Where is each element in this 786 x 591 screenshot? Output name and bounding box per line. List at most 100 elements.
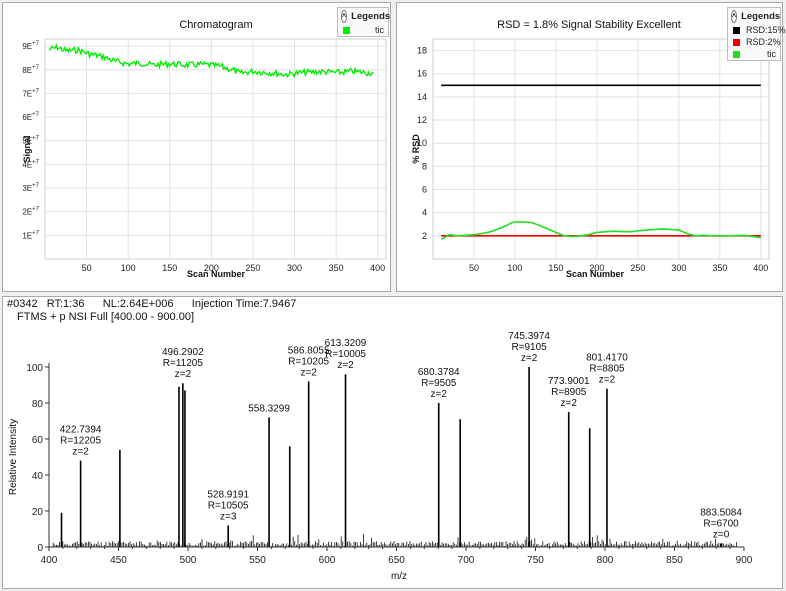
rsd-grid xyxy=(433,39,769,259)
y-tick-label: 2E+7 xyxy=(22,207,39,217)
x-tick-label: 350 xyxy=(329,263,344,273)
x-tick-label: 200 xyxy=(204,263,219,273)
spectrum-ylabel: Relative Intensity xyxy=(8,419,19,495)
legend-label-rsd15: RSD:15% xyxy=(746,25,786,35)
y-tick-label: 8E+7 xyxy=(22,65,39,75)
peak-label: R=9105 xyxy=(511,342,547,353)
y-tick-label: 100 xyxy=(26,363,43,374)
baseline-noise xyxy=(52,533,737,547)
y-tick-label: 4E+7 xyxy=(22,159,39,169)
peak-label: 773.9001 xyxy=(548,376,590,387)
spectrum-header-scan-info: #0342 RT:1:36 NL:2.64E+006 Injection Tim… xyxy=(7,298,297,310)
peak-label: z=2 xyxy=(337,360,354,371)
legend-header[interactable]: ˄ Legends xyxy=(338,8,391,24)
rsd-series xyxy=(440,84,761,240)
y-tick-label: 18 xyxy=(417,46,427,56)
series-line-tic xyxy=(440,221,761,240)
x-tick-label: 450 xyxy=(110,555,127,566)
x-tick-label: 850 xyxy=(666,555,683,566)
y-tick-label: 7E+7 xyxy=(22,88,39,98)
legend-title: Legends xyxy=(741,11,781,22)
peak-label: 586.8055 xyxy=(288,345,330,356)
peak-label: 680.3784 xyxy=(418,367,460,378)
spectrum-peaks xyxy=(60,367,722,547)
peak-label: 422.7394 xyxy=(60,425,102,436)
y-tick-label: 2 xyxy=(422,231,427,241)
rsd-ylabel: % RSD xyxy=(411,134,421,164)
peak-label: R=11205 xyxy=(163,358,204,369)
chromatogram-xlabel: Scan Number xyxy=(187,269,246,279)
legend-item-rsd2: RSD:2% xyxy=(728,36,781,48)
spectrum-noise xyxy=(52,533,737,547)
peak-label: R=8905 xyxy=(551,387,587,398)
legend-label-tic: tic xyxy=(375,25,384,35)
x-tick-label: 200 xyxy=(589,263,604,273)
peak-label: 528.9191 xyxy=(207,489,249,500)
legend-label-tic: tic xyxy=(767,49,776,59)
collapse-legend-icon[interactable]: ˄ xyxy=(341,10,348,23)
rsd-xlabel: Scan Number xyxy=(566,269,625,279)
x-tick-label: 100 xyxy=(121,263,136,273)
legend-item-tic: tic xyxy=(728,48,780,60)
y-tick-label: 9E+7 xyxy=(22,41,39,51)
peak-label: R=10505 xyxy=(208,500,249,511)
peak-label: R=12205 xyxy=(60,436,101,447)
peak-label: z=0 xyxy=(713,529,730,540)
y-tick-label: 80 xyxy=(32,399,44,410)
y-tick-label: 3E+7 xyxy=(22,183,39,193)
peak-label: R=6700 xyxy=(703,518,739,529)
x-tick-label: 50 xyxy=(469,263,479,273)
spectrum-xlabel: m/z xyxy=(391,571,407,582)
x-tick-label: 300 xyxy=(671,263,686,273)
y-tick-label: 16 xyxy=(417,69,427,79)
x-tick-label: 650 xyxy=(388,555,405,566)
peak-label: 613.3209 xyxy=(325,338,367,349)
chromatogram-ylabel: Signal xyxy=(22,135,32,162)
peak-label: z=2 xyxy=(175,369,192,380)
peak-label: 883.5084 xyxy=(700,507,742,518)
chromatogram-axes: 50 100 150 200 250 300 350 400 1E+7 2E+7 3E+7 4E+7 5… xyxy=(22,38,387,273)
chromatogram-title: Chromatogram xyxy=(179,19,252,31)
peak-label: 745.3974 xyxy=(508,331,550,342)
x-tick-label: 50 xyxy=(82,263,92,273)
legend-swatch-tic xyxy=(343,26,350,34)
legend-swatch-rsd2 xyxy=(733,38,740,46)
y-tick-label: 40 xyxy=(32,471,44,482)
x-tick-label: 550 xyxy=(249,555,266,566)
y-tick-label: 20 xyxy=(32,507,44,518)
rsd-panel: RSD = 1.8% Signal Stability Excellent 50… xyxy=(396,2,786,292)
y-tick-label: 1E+7 xyxy=(22,230,39,240)
spectrum-axes: 400 450 500 550 600 650 700 750 800 850 900 0 20 40 60… xyxy=(26,363,753,566)
rsd-legend: ˄ Legends RSD:15% RSD:2% tic xyxy=(727,7,786,61)
spectrum-panel: #0342 RT:1:36 NL:2.64E+006 Injection Tim… xyxy=(2,296,783,589)
rsd-chart: RSD = 1.8% Signal Stability Excellent 50… xyxy=(411,19,770,279)
legend-swatch-tic xyxy=(733,50,740,58)
x-tick-label: 150 xyxy=(548,263,563,273)
x-tick-label: 250 xyxy=(245,263,260,273)
peak-label: z=2 xyxy=(431,389,448,400)
chromatogram-panel: Chromatogram 50 100 150 200 250 300 350 400 1E+7… xyxy=(2,2,391,292)
x-tick-label: 500 xyxy=(180,555,197,566)
x-tick-label: 750 xyxy=(527,555,544,566)
legend-label-rsd2: RSD:2% xyxy=(746,37,781,47)
x-tick-label: 150 xyxy=(162,263,177,273)
collapse-legend-icon[interactable]: ˄ xyxy=(731,10,738,23)
legend-header[interactable]: ˄ Legends xyxy=(728,8,780,24)
y-tick-label: 10 xyxy=(417,138,427,148)
peak-label: 801.4170 xyxy=(586,353,628,364)
peak-label: z=2 xyxy=(72,447,89,458)
spectrum-chart: 422.7394R=12205z=2496.2902R=11205z=2528.… xyxy=(8,331,753,582)
peak-label: R=8805 xyxy=(589,364,625,375)
x-tick-label: 600 xyxy=(319,555,336,566)
x-tick-label: 100 xyxy=(507,263,522,273)
peak-label: z=2 xyxy=(561,398,578,409)
peak-label: z=2 xyxy=(521,353,538,364)
y-tick-label: 60 xyxy=(32,435,44,446)
x-tick-label: 400 xyxy=(753,263,768,273)
legend-title: Legends xyxy=(351,11,391,22)
y-tick-label: 6E+7 xyxy=(22,112,39,122)
x-tick-label: 900 xyxy=(736,555,753,566)
y-tick-label: 8 xyxy=(422,161,427,171)
peak-label: R=10005 xyxy=(325,349,366,360)
x-tick-label: 300 xyxy=(287,263,302,273)
